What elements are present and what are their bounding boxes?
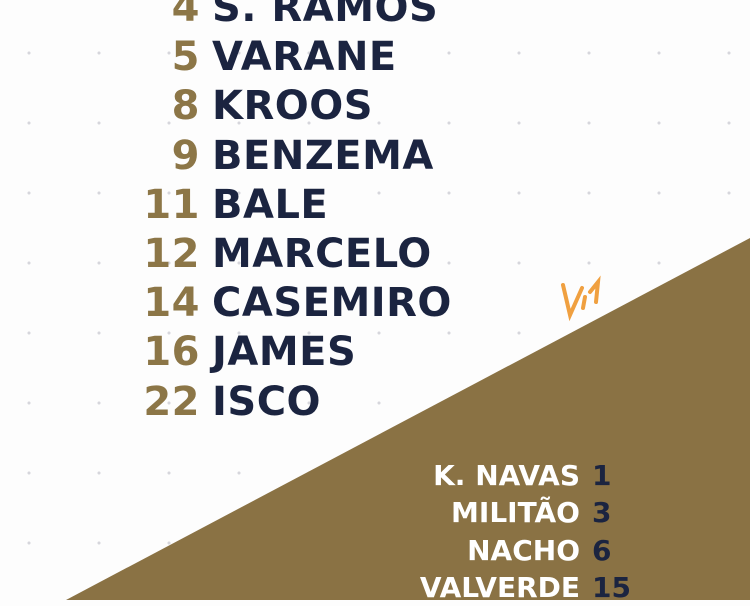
player-number: 3 <box>592 496 612 529</box>
player-name: S. RAMOS <box>212 0 439 31</box>
player-name: BALE <box>212 181 329 228</box>
player-number: 12 <box>143 231 200 277</box>
player-number: 9 <box>171 132 200 179</box>
starter-row: 16 JAMES <box>0 329 356 375</box>
player-name: KROOS <box>212 83 374 130</box>
starter-row: 4 S. RAMOS <box>0 0 438 31</box>
player-number: 11 <box>143 181 200 228</box>
player-number: 6 <box>592 533 612 567</box>
player-number: 15 <box>592 571 631 604</box>
starter-row: 9 BENZEMA <box>0 133 434 179</box>
player-name: CASEMIRO <box>212 280 452 327</box>
player-number: 8 <box>171 83 200 130</box>
starter-row: 11 BALE <box>0 182 328 228</box>
player-name: BENZEMA <box>212 132 434 179</box>
substitute-row: MILITÃO 3 <box>0 495 611 531</box>
player-name: NACHO <box>467 533 580 567</box>
player-number: 14 <box>143 280 200 327</box>
player-name: JAMES <box>212 329 357 376</box>
substitute-row: VALVERDE 15 <box>0 570 631 606</box>
starter-row: 22 ISCO <box>0 379 321 425</box>
player-number: 16 <box>143 329 200 376</box>
player-name: K. NAVAS <box>433 458 580 492</box>
substitute-row: NACHO 6 <box>0 532 611 568</box>
starter-row: 14 CASEMIRO <box>0 280 452 326</box>
player-name: MARCELO <box>212 231 432 277</box>
starter-row: 5 VARANE <box>0 34 397 80</box>
signature-logo <box>561 275 601 322</box>
starter-row: 12 MARCELO <box>0 231 432 277</box>
player-name: VALVERDE <box>419 571 580 604</box>
player-name: ISCO <box>212 378 322 425</box>
starter-row: 8 KROOS <box>0 83 373 129</box>
player-number: 22 <box>143 378 200 425</box>
player-number: 1 <box>592 458 612 492</box>
gold-triangle <box>66 238 750 600</box>
substitute-row: K. NAVAS 1 <box>0 457 611 493</box>
player-number: 5 <box>171 34 200 81</box>
player-number: 4 <box>171 0 200 31</box>
player-name: VARANE <box>212 34 397 81</box>
player-name: MILITÃO <box>451 496 580 529</box>
